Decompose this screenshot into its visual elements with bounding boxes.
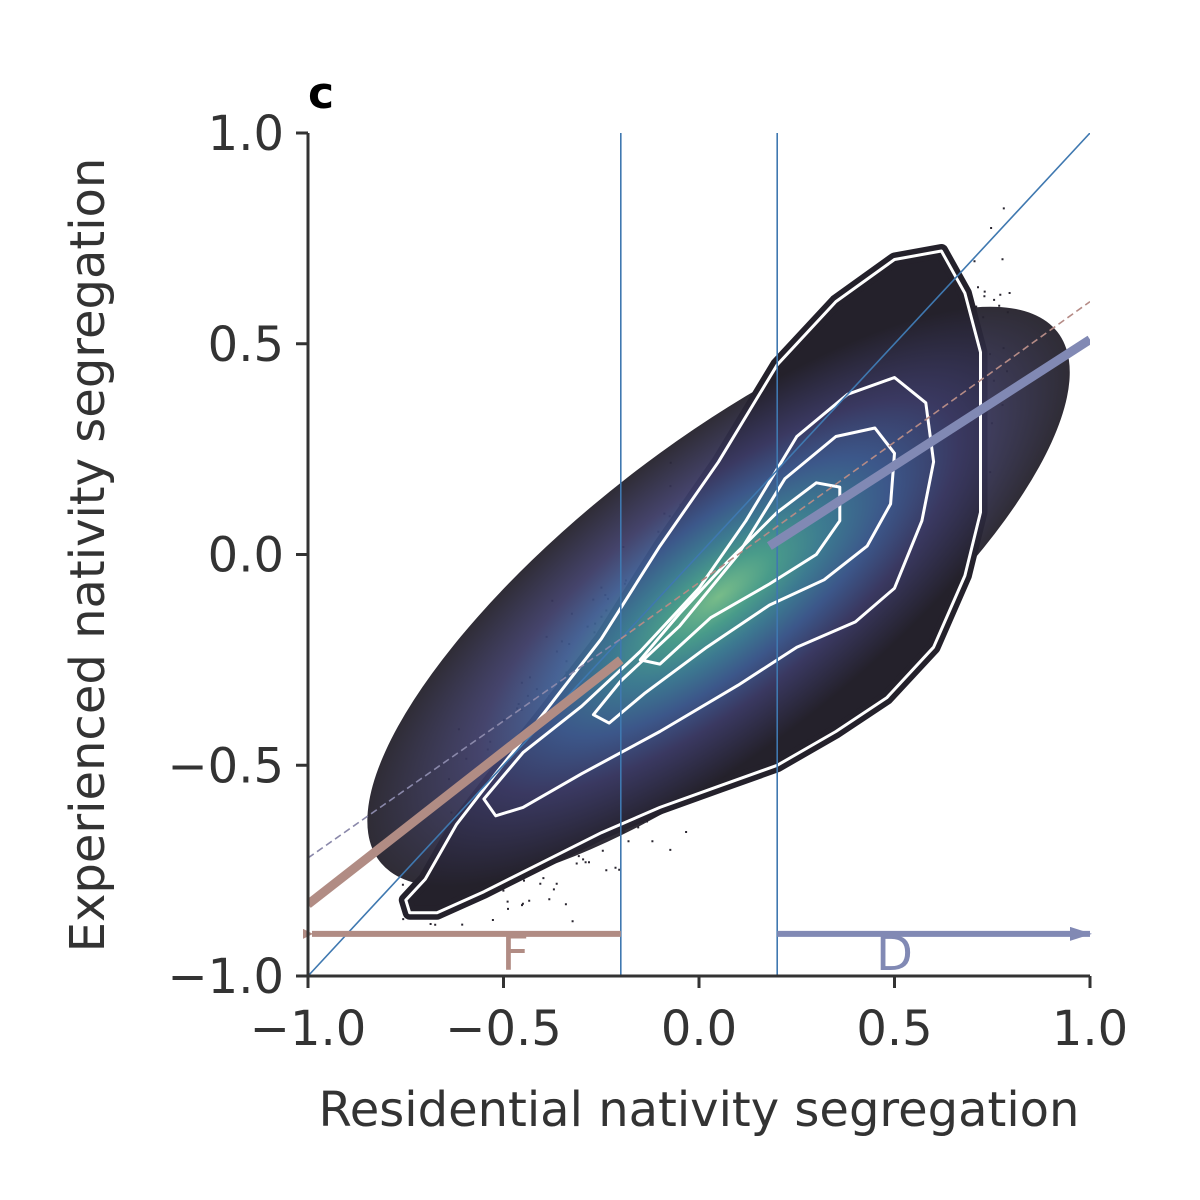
- reference-lines: [308, 133, 1090, 976]
- density-cloud: [367, 244, 1070, 920]
- density-contour: [482, 376, 936, 818]
- x-tick-label: 1.0: [1052, 1001, 1128, 1057]
- x-tick-label: −1.0: [250, 1001, 367, 1057]
- y-axis-title: Experienced nativity segregation: [60, 158, 116, 953]
- x-tick-label: 0.5: [856, 1001, 932, 1057]
- density-contour: [404, 249, 982, 915]
- y-tick-label: −1.0: [167, 949, 284, 1005]
- fit-lines: [308, 335, 1090, 908]
- panel-label: c: [308, 68, 334, 119]
- y-tick-label: −0.5: [167, 738, 284, 794]
- y-tick-label: 0.0: [208, 528, 284, 584]
- x-tick-label: 0.0: [661, 1001, 737, 1057]
- y-tick-label: 0.5: [208, 317, 284, 373]
- x-ticks: −1.0 −0.5 0.0 0.5 1.0: [250, 976, 1128, 1057]
- y-tick-label: 1.0: [208, 106, 284, 162]
- overall-fit-line: [620, 300, 1090, 640]
- x-axis-title: Residential nativity segregation: [319, 1082, 1080, 1138]
- overall-fit-line: [308, 638, 622, 859]
- fit-line-d: [766, 335, 1090, 550]
- region-label-d: D: [876, 926, 913, 982]
- x-tick-label: −0.5: [445, 1001, 562, 1057]
- plot-area: [308, 133, 1090, 976]
- axes: −1.0 −0.5 0.0 0.5 1.0 −1.0 −0.5 0.0 0.5 1.0: [167, 106, 1128, 1057]
- density-contour: [591, 426, 896, 725]
- identity-line: [308, 133, 1090, 976]
- fit-line-f: [308, 656, 624, 908]
- y-ticks: −1.0 −0.5 0.0 0.5 1.0: [167, 106, 308, 1005]
- region-label-f: F: [501, 926, 529, 982]
- cloud-core: [367, 306, 1070, 887]
